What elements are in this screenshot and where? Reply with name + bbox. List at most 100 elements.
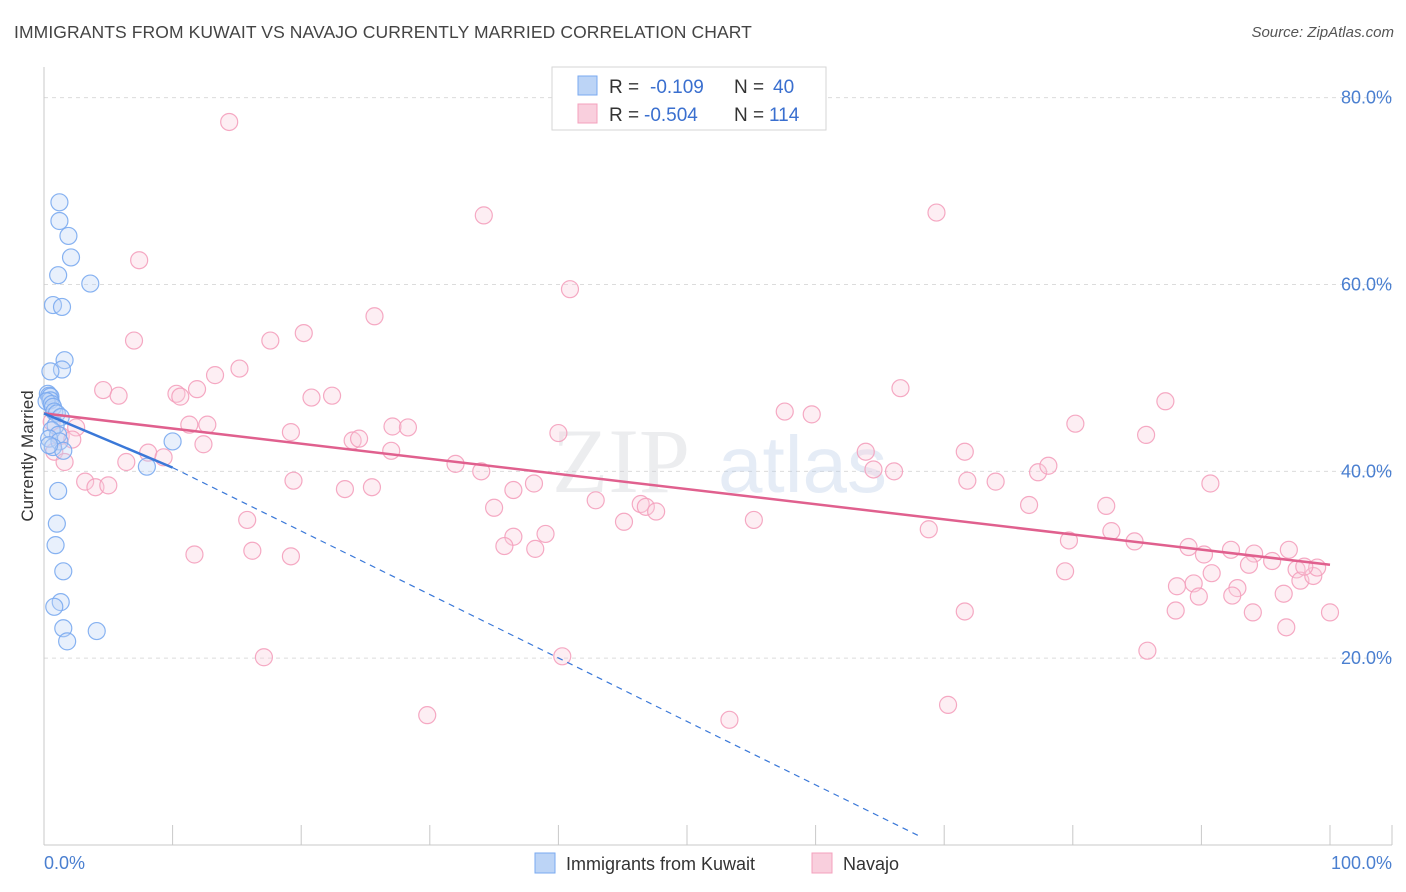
navajo-point [586, 491, 605, 510]
kuwait-point [52, 297, 72, 317]
navajo-point [302, 388, 321, 407]
navajo-point [1097, 496, 1116, 516]
navajo-points [42, 112, 1340, 729]
navajo-point [76, 472, 95, 491]
navajo-point [927, 203, 946, 222]
series-legend-label-navajo: Navajo [843, 854, 899, 874]
navajo-point [720, 710, 739, 729]
navajo-point [495, 536, 514, 556]
navajo-point [549, 423, 568, 443]
navajo-point [1167, 577, 1187, 596]
navajo-point [472, 462, 491, 481]
navajo-point [526, 539, 545, 558]
kuwait-point [50, 193, 69, 212]
gridlines [44, 97, 1392, 659]
legend-r-value-kuwait: -0.109 [650, 77, 704, 98]
navajo-point [891, 379, 910, 398]
kuwait-point [45, 597, 64, 616]
kuwait-point [61, 248, 81, 267]
legend-r-label-kuwait: R = [609, 77, 639, 98]
navajo-point [802, 405, 821, 424]
navajo-point [1166, 601, 1185, 620]
source-note: Source: ZipAtlas.com [1251, 24, 1394, 41]
navajo-point [322, 386, 342, 405]
navajo-point [919, 520, 938, 539]
axes: 20.0% 40.0% 60.0% 80.0% [43, 67, 1393, 846]
series-legend-swatch-kuwait [534, 852, 556, 874]
legend-swatch-kuwait [577, 75, 598, 96]
navajo-point [418, 706, 437, 725]
correlation-legend: R = -0.109 N = 40 R = -0.504 N = 114 [551, 66, 827, 131]
kuwait-point [40, 429, 59, 448]
kuwait-point [41, 362, 60, 381]
kuwait-trend-line-extrapolated [172, 467, 919, 837]
navajo-point [856, 442, 875, 461]
kuwait-point [49, 266, 68, 285]
navajo-point [220, 112, 239, 132]
y-tick-label: 80.0% [1341, 88, 1392, 108]
navajo-point [243, 541, 262, 560]
navajo-point [99, 476, 118, 495]
navajo-point [281, 547, 301, 566]
navajo-point [1137, 425, 1156, 445]
navajo-point [382, 441, 401, 460]
navajo-point [864, 460, 883, 479]
navajo-point [986, 472, 1005, 491]
navajo-point [1019, 495, 1039, 515]
kuwait-point [46, 536, 65, 555]
navajo-point [1138, 641, 1157, 660]
navajo-point [1202, 564, 1221, 583]
kuwait-point [163, 432, 182, 451]
kuwait-point [59, 226, 78, 246]
legend-r-label-navajo: R = [609, 105, 639, 126]
navajo-point [284, 471, 303, 490]
navajo-point [130, 251, 149, 270]
navajo-point [1263, 551, 1282, 571]
navajo-point [230, 359, 249, 378]
navajo-point [335, 479, 355, 499]
navajo-point [365, 307, 384, 326]
kuwait-point [49, 481, 68, 501]
navajo-point [1223, 586, 1242, 605]
navajo-point [198, 415, 217, 434]
x-tick-label-min: 0.0% [44, 853, 85, 873]
kuwait-point [58, 632, 77, 651]
navajo-trend-line [43, 412, 1331, 566]
navajo-point [884, 462, 904, 481]
navajo-point [524, 474, 544, 493]
kuwait-point [50, 211, 69, 231]
navajo-point [474, 206, 493, 225]
navajo-point [775, 402, 794, 421]
kuwait-trend-line [43, 412, 174, 469]
kuwait-point [40, 436, 59, 455]
legend-n-label-kuwait: N = [734, 77, 764, 98]
legend-box [551, 66, 827, 131]
legend-n-label-navajo: N = [734, 105, 764, 126]
series-legend-label-kuwait: Immigrants from Kuwait [566, 854, 755, 874]
watermark-atlas: atlas [718, 420, 887, 509]
navajo-point [1055, 562, 1075, 581]
navajo-point [955, 442, 974, 461]
kuwait-point [81, 274, 100, 293]
navajo-point [254, 648, 274, 667]
navajo-point [1239, 555, 1259, 574]
navajo-point [1245, 544, 1264, 563]
y-tick-label: 20.0% [1341, 648, 1392, 668]
navajo-point [1028, 463, 1048, 482]
navajo-point [362, 478, 382, 497]
navajo-point [117, 452, 136, 472]
navajo-point [349, 429, 369, 448]
kuwait-point [87, 621, 106, 641]
navajo-point [744, 510, 763, 530]
navajo-point [171, 387, 190, 406]
legend-n-value-kuwait: 40 [773, 77, 794, 98]
navajo-point [124, 331, 144, 350]
navajo-point [1156, 392, 1175, 411]
kuwait-point [43, 295, 63, 315]
navajo-point [1066, 414, 1085, 433]
legend-n-value-navajo: 114 [769, 105, 800, 126]
navajo-point [238, 510, 257, 530]
navajo-point [294, 323, 313, 343]
navajo-point [1221, 540, 1241, 559]
